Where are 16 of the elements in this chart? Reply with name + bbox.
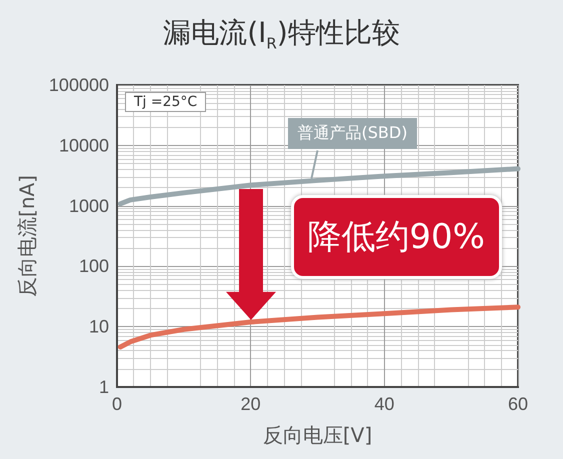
y-tick-label: 100000	[48, 75, 109, 95]
x-tick-label: 40	[374, 394, 394, 414]
y-tick-label: 1	[98, 377, 109, 397]
x-tick-label: 20	[240, 394, 261, 414]
chart-title: 漏电流(I$_{R}$)特性比较	[162, 15, 401, 53]
y-tick-label: 10	[88, 316, 109, 337]
y-tick-label: 100	[78, 256, 109, 276]
y-axis-title: 反向电流[nA]	[15, 175, 39, 297]
text: 普通产品(SBD)	[288, 118, 418, 150]
y-tick-label: 1000	[68, 196, 109, 216]
annotation: Tj =25°C	[125, 92, 206, 112]
x-tick-label: 60	[508, 394, 528, 414]
x-tick-label: 0	[112, 394, 122, 414]
y-tick-label: 10000	[58, 135, 109, 156]
annotation: 降低约90%	[290, 195, 502, 280]
x-axis-title: 反向电压[V]	[262, 423, 372, 447]
